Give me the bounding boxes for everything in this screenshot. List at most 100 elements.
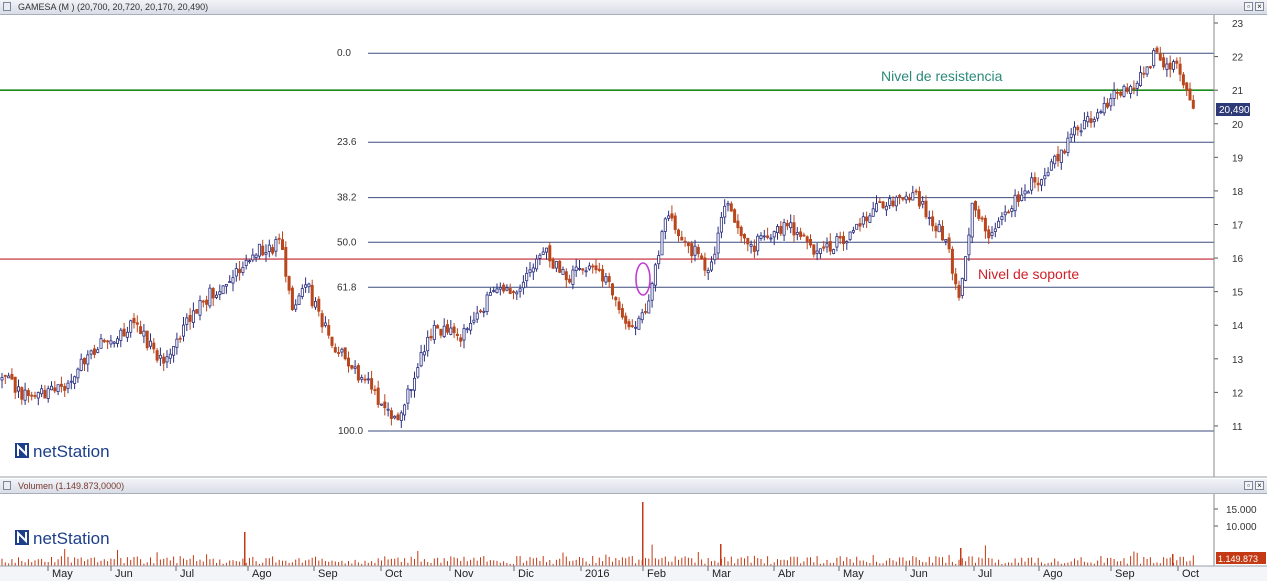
candle-body [974,201,978,211]
candle-body [119,329,123,341]
volume-bar [189,558,191,566]
candle-body [1076,126,1080,131]
volume-bar [417,550,419,566]
volume-bar [750,562,752,566]
volume-bar [14,562,16,566]
volume-bar [552,563,554,566]
candle-body [1092,119,1096,123]
candle-body [990,232,994,237]
volume-bar [1189,560,1191,566]
candle-body [1023,190,1027,195]
restore-button[interactable]: ▫ [1244,2,1253,11]
candle-body [1115,92,1119,94]
candle-body [132,317,136,324]
candle-body [439,328,443,336]
candle-body [1168,62,1172,70]
candle-body [280,239,284,250]
volume-bar [526,560,528,566]
candle-body [495,288,499,293]
price-chart[interactable]: 0.0 23.6 38.2 50.0 61.8 100.0 Nivel de resist… [0,15,1267,478]
volume-bar [1179,556,1181,566]
volume-bar [532,558,534,566]
candle-body [122,328,126,337]
candle-body [373,389,377,392]
volume-bar [555,559,557,566]
candle-body [426,336,430,352]
candle-body [947,237,951,250]
volume-bar [1153,563,1155,566]
volume-bar [453,557,455,566]
volume-bar [265,558,267,566]
volume-bar [1182,556,1184,566]
netstation-logo: netStation [15,442,110,461]
candle-body [977,209,981,219]
volume-bar [394,558,396,566]
volume-bar [608,556,610,566]
candle-body [459,337,463,342]
volume-bar [67,556,69,566]
month-label: Oct [1182,568,1199,580]
close-button[interactable]: × [1255,481,1264,490]
volume-bar [8,563,10,566]
volume-bar [704,563,706,566]
candle-body [1036,182,1040,186]
volume-bar [357,562,359,566]
volume-bar [443,558,445,566]
volume-bar [354,559,356,566]
candle-body [488,292,492,296]
volume-bar [44,561,46,566]
candle-body [412,377,416,391]
candle-body [663,218,667,232]
volume-bar [724,557,726,566]
volume-bar [420,561,422,566]
volume-chart[interactable]: 15.000 10.000 May Jun Jul Ago Sep Oct Nov Dic 201… [0,494,1267,581]
candle-body [835,236,839,248]
volume-bar [298,558,300,566]
panel-icon[interactable] [3,2,11,11]
month-label: Jun [910,568,928,580]
volume-bar [476,560,478,566]
volume-bar [202,561,204,566]
candle-body [855,223,859,230]
volume-bar [872,555,874,566]
candle-body [284,247,288,277]
restore-button[interactable]: ▫ [1244,481,1253,490]
volume-bar [100,560,102,566]
volume-bar [120,557,122,566]
candle-body [205,299,209,305]
month-label: May [843,568,864,580]
volume-bar [1116,561,1118,566]
volume-bar [486,561,488,566]
candle-body [422,351,426,356]
volume-bar [717,562,719,566]
candle-body [66,382,70,389]
candle-body [393,415,397,419]
volume-bar [1126,563,1128,566]
month-label: Jul [180,568,194,580]
volume-bar [780,559,782,566]
candle-body [1175,60,1179,64]
volume-bar [318,560,320,566]
candle-body [185,317,189,325]
close-button[interactable]: × [1255,2,1264,11]
volume-bar [862,560,864,566]
candle-body [419,352,423,367]
volume-bar [1037,557,1039,566]
volume-bar [536,557,538,566]
candle-body [772,231,776,238]
candle-body [241,267,245,273]
candle-body [1026,191,1030,194]
volume-bar [146,562,148,566]
volume-bar [84,561,85,566]
volume-bar [519,556,521,566]
candle-body [36,392,40,399]
volume-bar [767,556,769,566]
candle-body [683,240,687,243]
vol-tick-label: 10.000 [1226,522,1257,533]
volume-bar [846,557,848,566]
candle-body [604,276,608,283]
panel-icon[interactable] [3,481,11,490]
candle-body [69,380,73,383]
volume-bar [489,560,491,566]
volume-bar [404,558,406,566]
